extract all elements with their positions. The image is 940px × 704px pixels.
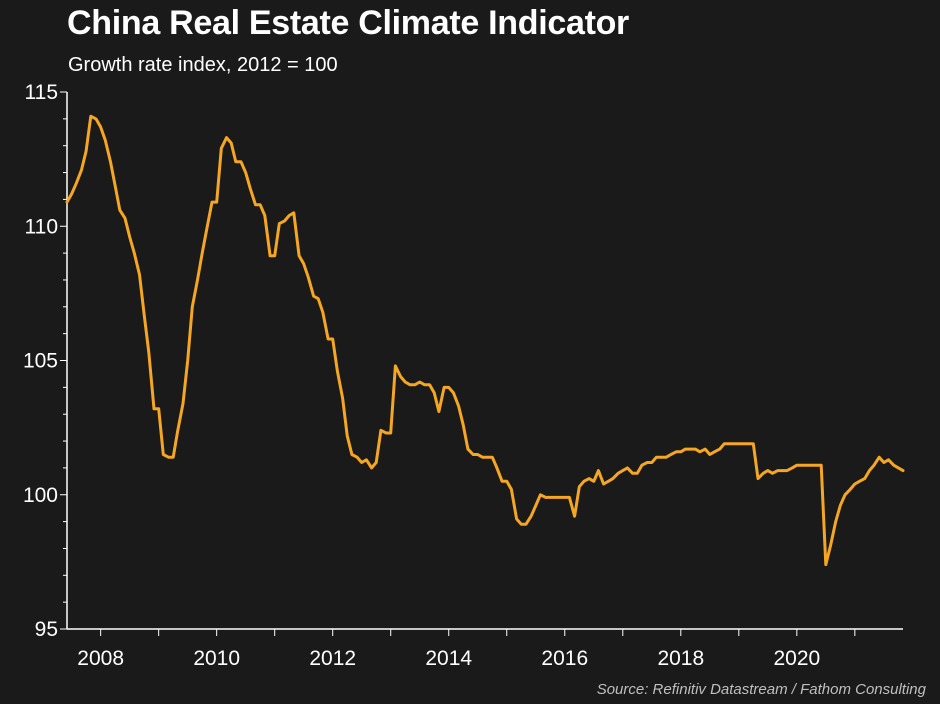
y-tick-label: 95 (35, 618, 58, 641)
x-tick-label: 2012 (309, 647, 356, 670)
chart-subtitle: Growth rate index, 2012 = 100 (68, 54, 338, 76)
x-tick-label: 2016 (541, 647, 588, 670)
chart-title: China Real Estate Climate Indicator (67, 4, 629, 42)
x-axis: 2008 2010 2012 2014 2016 2018 2020 (67, 628, 903, 670)
source-note: Source: Refinitiv Datastream / Fathom Co… (596, 681, 926, 698)
y-tick-label: 115 (25, 81, 58, 104)
x-tick-label: 2020 (773, 647, 820, 670)
x-tick-label: 2008 (77, 647, 124, 670)
y-tick-label: 100 (23, 484, 58, 507)
series-line-0 (65, 114, 905, 567)
series-layer (65, 114, 905, 567)
x-tick-label: 2018 (657, 647, 704, 670)
y-tick-label: 110 (25, 215, 58, 238)
y-tick-label: 105 (23, 350, 58, 373)
x-tick-label: 2014 (425, 647, 472, 670)
x-tick-label: 2010 (193, 647, 240, 670)
y-axis: 95 100 105 110 115 (23, 81, 68, 641)
